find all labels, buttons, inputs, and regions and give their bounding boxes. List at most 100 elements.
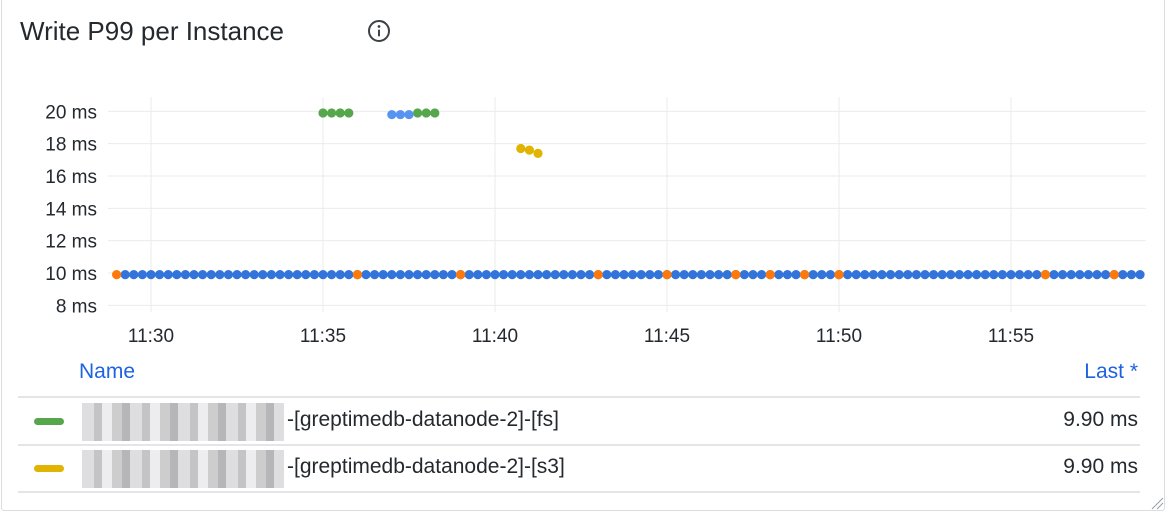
data-point	[447, 270, 457, 280]
data-point	[206, 270, 216, 280]
data-point	[533, 148, 543, 158]
y-tick-label: 16 ms	[45, 167, 97, 188]
data-point	[395, 270, 405, 280]
data-point	[1058, 270, 1068, 280]
data-point	[817, 270, 827, 280]
data-point	[748, 270, 758, 280]
data-point	[198, 270, 208, 280]
data-point	[1135, 270, 1145, 280]
data-point	[352, 270, 362, 280]
series-color-swatch[interactable]	[34, 418, 64, 425]
data-point	[421, 270, 431, 280]
data-point	[404, 270, 414, 280]
legend-row[interactable]: -[greptimedb-datanode-2]-[fs] 9.90 ms	[0, 398, 1160, 444]
data-point	[619, 270, 629, 280]
data-point	[275, 270, 285, 280]
data-point	[258, 270, 268, 280]
data-point	[860, 270, 870, 280]
data-point	[1083, 270, 1093, 280]
data-point	[327, 270, 337, 280]
resize-handle-icon[interactable]	[1150, 496, 1164, 510]
y-tick-label: 8 ms	[56, 296, 97, 317]
data-point	[645, 270, 655, 280]
data-point	[765, 270, 775, 280]
chart-plot[interactable]: 8 ms 10 ms 12 ms 14 ms 16 ms 18 ms 20 ms 11:30 1…	[0, 0, 1168, 350]
legend-row[interactable]: -[greptimedb-datanode-2]-[s3] 9.90 ms	[0, 445, 1160, 491]
data-point	[318, 270, 328, 280]
panel-title: Write P99 per Instance	[20, 16, 284, 46]
data-point	[1092, 270, 1102, 280]
x-tick-label: 11:50	[816, 326, 862, 347]
series-color-swatch[interactable]	[34, 465, 64, 472]
data-point	[662, 270, 672, 280]
data-point	[567, 270, 578, 280]
data-point	[516, 143, 526, 154]
data-point	[868, 270, 879, 280]
data-point	[413, 270, 423, 280]
data-point	[731, 270, 741, 280]
data-point	[327, 108, 337, 118]
data-point	[430, 108, 440, 118]
data-point	[129, 270, 139, 280]
data-point	[533, 270, 543, 280]
series-last-value: 9.90 ms	[1063, 455, 1138, 478]
data-point	[886, 270, 896, 280]
data-point	[120, 270, 130, 280]
data-point	[1101, 270, 1111, 280]
data-point	[378, 270, 388, 280]
data-point	[1126, 270, 1136, 280]
data-point	[1075, 270, 1085, 280]
divider	[18, 444, 1140, 446]
data-point	[232, 270, 242, 280]
data-point	[292, 270, 302, 280]
data-point	[903, 270, 913, 280]
data-point	[1015, 270, 1025, 280]
data-point	[593, 270, 603, 280]
data-point	[189, 270, 199, 280]
y-tick-label: 14 ms	[45, 199, 97, 220]
data-point	[705, 270, 715, 280]
divider	[18, 396, 1140, 398]
data-point	[963, 270, 973, 280]
data-point	[249, 270, 259, 280]
data-point	[722, 270, 732, 280]
data-point	[284, 270, 294, 280]
data-point	[387, 270, 397, 280]
data-point	[834, 270, 844, 280]
data-point	[585, 270, 595, 280]
series-last-value: 9.90 ms	[1063, 408, 1138, 431]
legend-name-header[interactable]: Name	[79, 360, 136, 383]
y-tick-label: 10 ms	[45, 264, 97, 285]
data-point	[335, 108, 345, 118]
data-point	[576, 270, 586, 280]
data-point	[920, 270, 930, 280]
data-point	[739, 270, 750, 280]
data-point	[112, 270, 122, 280]
data-point	[473, 270, 483, 280]
data-point	[266, 270, 276, 280]
data-point	[980, 270, 990, 280]
data-point	[653, 270, 664, 280]
legend-last-header[interactable]: Last *	[1084, 360, 1138, 383]
data-point	[344, 108, 354, 118]
data-point	[335, 270, 345, 280]
data-point	[636, 270, 646, 280]
info-circle-icon[interactable]	[367, 19, 391, 43]
data-point	[894, 270, 904, 280]
data-point	[696, 270, 707, 280]
data-point	[404, 109, 414, 120]
data-point	[911, 270, 922, 280]
x-tick-label: 11:40	[472, 326, 518, 347]
data-point	[989, 270, 999, 280]
y-tick-label: 20 ms	[45, 102, 97, 123]
data-point	[395, 109, 405, 120]
data-point	[344, 270, 354, 280]
data-point	[146, 270, 156, 280]
data-point	[456, 270, 466, 280]
data-point	[223, 270, 233, 280]
data-point	[361, 270, 371, 280]
data-point	[180, 270, 190, 280]
data-point	[309, 270, 319, 280]
data-point	[490, 270, 500, 280]
data-point	[163, 270, 173, 280]
